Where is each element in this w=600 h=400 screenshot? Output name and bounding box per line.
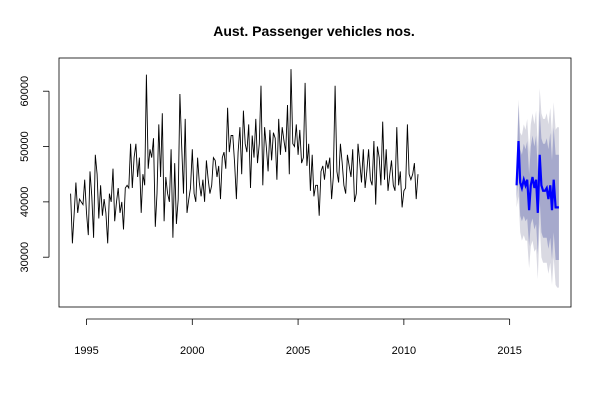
y-axis: 30000 40000 50000 60000 [19,76,50,273]
x-tick-label: 2015 [497,345,521,357]
y-tick-label: 40000 [19,187,31,218]
x-tick-label: 2000 [180,345,204,357]
x-tick-label: 2010 [392,345,416,357]
x-tick-label: 2005 [286,345,310,357]
y-tick-label: 50000 [19,131,31,162]
series-lines [70,69,559,244]
history-series-line [70,69,419,244]
x-axis: 1995 2000 2005 2010 2015 [74,318,522,357]
x-tick-label: 1995 [74,345,98,357]
chart-title: Aust. Passenger vehicles nos. [213,23,415,39]
y-tick-label: 30000 [19,242,31,273]
plot-frame [58,57,572,308]
y-tick-label: 60000 [19,76,31,107]
forecast-series-line [515,140,559,213]
